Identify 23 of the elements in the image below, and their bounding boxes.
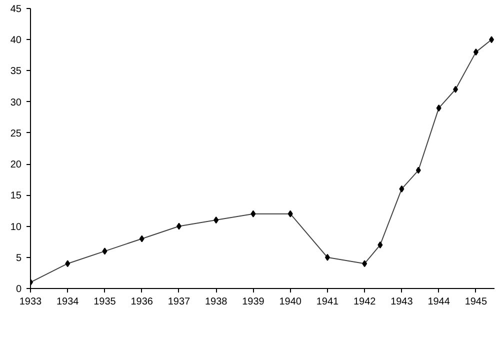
y-tick-label: 30 xyxy=(10,97,22,108)
x-tick-label: 1934 xyxy=(56,296,80,308)
y-tick-label: 15 xyxy=(10,190,22,202)
y-tick-label: 45 xyxy=(10,4,22,15)
x-tick-label: 1942 xyxy=(353,296,376,308)
x-tick-label: 1943 xyxy=(390,296,414,308)
x-tick-label: 1939 xyxy=(242,296,265,308)
y-tick-label: 25 xyxy=(10,128,22,140)
x-tick-label: 1944 xyxy=(428,296,450,308)
y-tick-label: 0 xyxy=(16,284,22,295)
x-tick-label: 1936 xyxy=(130,296,154,308)
y-tick-label: 5 xyxy=(16,252,22,264)
y-tick-label: 40 xyxy=(10,35,22,46)
y-tick-label: 35 xyxy=(10,66,22,78)
x-tick-label: 1933 xyxy=(19,296,42,308)
y-tick-label: 10 xyxy=(10,222,22,233)
x-tick-label: 1940 xyxy=(279,296,302,308)
x-tick-label: 1935 xyxy=(94,296,116,308)
x-tick-label: 1937 xyxy=(168,296,191,308)
y-tick-label: 20 xyxy=(10,160,22,171)
x-tick-label: 1945 xyxy=(464,296,488,308)
x-tick-label: 1941 xyxy=(316,296,340,308)
x-tick-label: 1938 xyxy=(204,296,228,308)
